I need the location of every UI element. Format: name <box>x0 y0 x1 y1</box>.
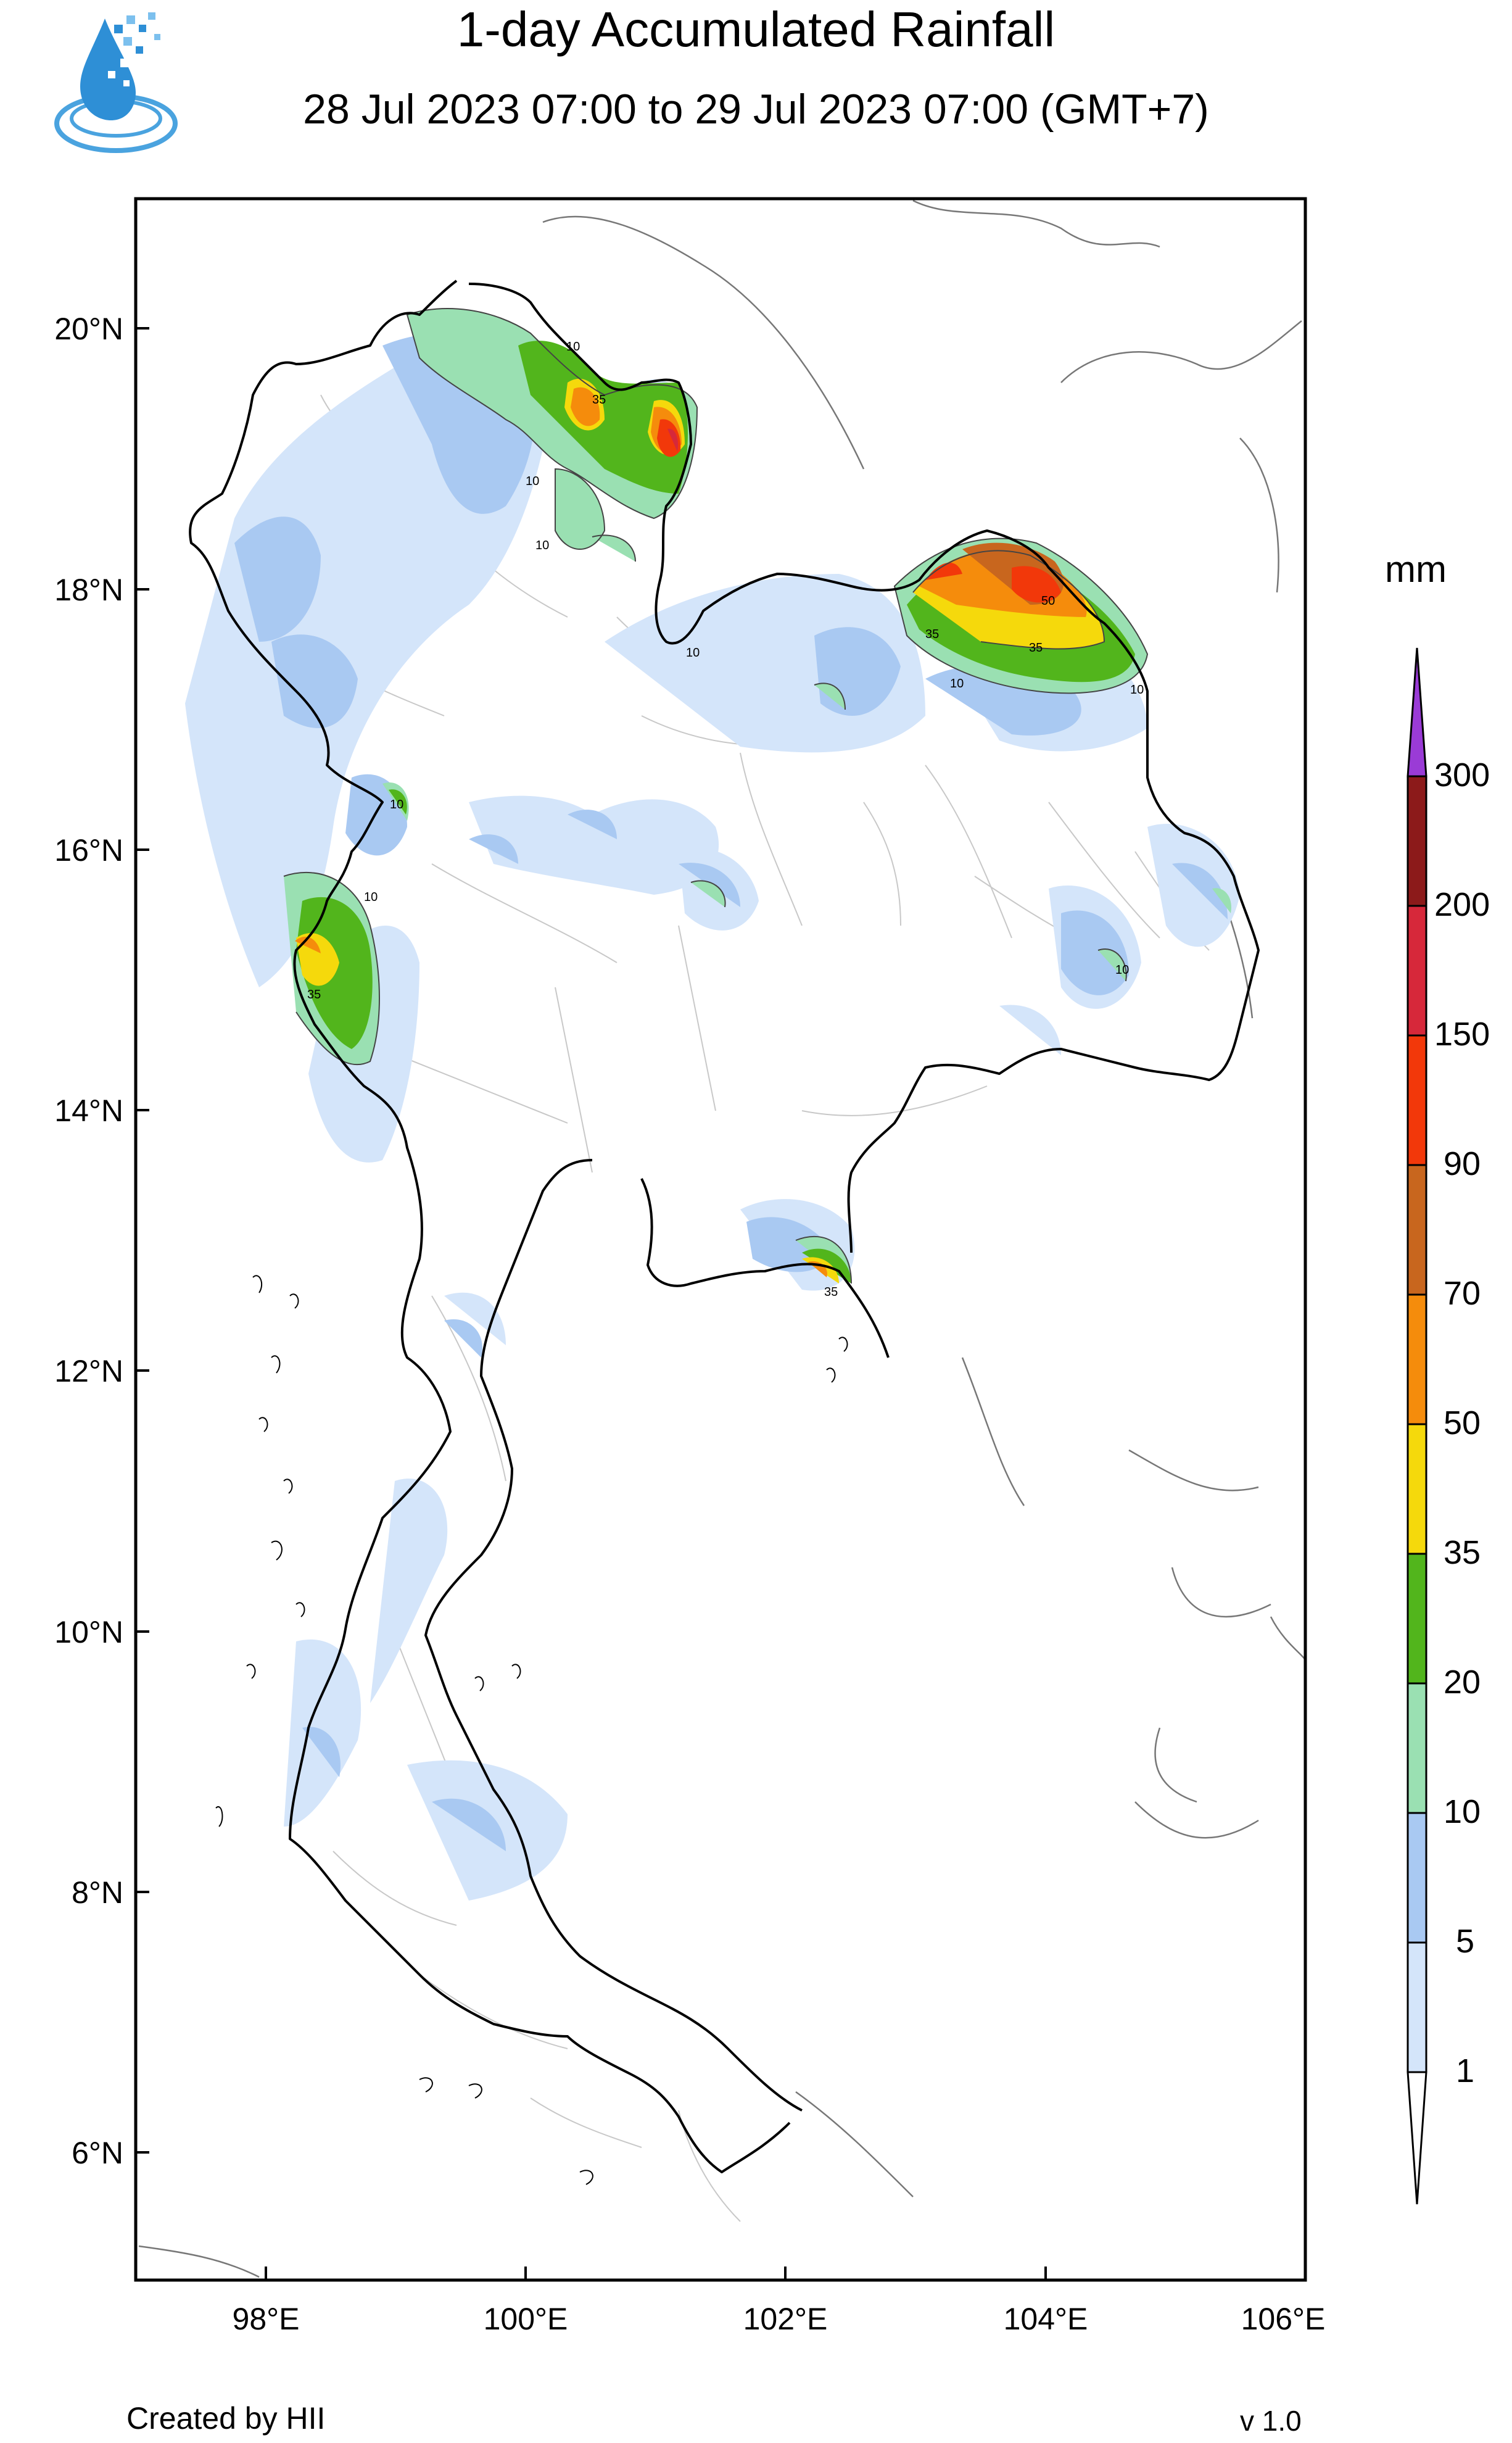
colorbar-label: 150 <box>1434 1016 1490 1053</box>
credit-text: Created by HII <box>126 2401 326 2436</box>
contour-label: 50 <box>1041 594 1055 608</box>
map-area: 10 35 10 10 10 35 50 10 35 10 10 10 35 1… <box>134 197 1307 2282</box>
colorbar-label: 10 <box>1444 1793 1481 1830</box>
lat-labels: 20°N 18°N 16°N 14°N 12°N 10°N 8°N 6°N <box>54 312 123 2170</box>
contour-label: 10 <box>526 475 539 488</box>
contour-label: 10 <box>535 539 549 552</box>
contour-label: 10 <box>1115 963 1129 977</box>
colorbar-top-arrow <box>1407 647 1427 778</box>
map-subtitle: 28 Jul 2023 07:00 to 29 Jul 2023 07:00 (… <box>303 86 1209 133</box>
coastal-islands <box>215 1275 848 2185</box>
lon-labels: 98°E 100°E 102°E 104°E 106°E <box>233 2302 1326 2336</box>
contour-label: 10 <box>566 340 580 354</box>
lat-tick-label: 10°N <box>54 1615 123 1649</box>
water-drop-logo-icon <box>54 12 178 153</box>
colorbar-bin <box>1407 1812 1427 1944</box>
lat-tick-label: 16°N <box>54 833 123 868</box>
contour-label: 10 <box>1130 683 1144 697</box>
colorbar-label: 1 <box>1456 2052 1475 2089</box>
contour-label: 35 <box>307 988 321 1002</box>
colorbar-bottom-arrow <box>1407 2071 1427 2205</box>
colorbar-label: 90 <box>1444 1145 1481 1182</box>
colorbar-bin <box>1407 1682 1427 1814</box>
map-frame <box>134 197 1307 2282</box>
axis-ticks <box>136 327 1307 2280</box>
colorbar-bin <box>1407 1293 1427 1425</box>
contour-label: 35 <box>1029 641 1043 655</box>
colorbar-label: 35 <box>1444 1534 1481 1571</box>
contour-label: 10 <box>686 646 700 660</box>
lon-tick-label: 106°E <box>1241 2302 1326 2336</box>
colorbar-label: 300 <box>1434 757 1490 794</box>
colorbar-bin <box>1407 905 1427 1037</box>
contour-labels: 10 35 10 10 10 35 50 10 35 10 10 10 35 1… <box>307 340 1144 1299</box>
map-title: 1-day Accumulated Rainfall <box>456 2 1056 57</box>
colorbar-bin <box>1407 1164 1427 1296</box>
colorbar-bin <box>1407 1423 1427 1555</box>
colorbar-bin <box>1407 1941 1427 2073</box>
contour-label: 10 <box>364 890 378 904</box>
contour-label: 35 <box>824 1285 838 1299</box>
colorbar-label: 200 <box>1434 886 1490 923</box>
colorbar <box>1407 647 1427 2205</box>
lat-tick-label: 18°N <box>54 573 123 607</box>
contour-label: 10 <box>390 798 403 811</box>
lat-tick-label: 6°N <box>72 2136 123 2170</box>
colorbar-bin <box>1407 1034 1427 1166</box>
contour-label: 35 <box>925 628 939 641</box>
lon-tick-label: 100°E <box>484 2302 568 2336</box>
lat-tick-label: 8°N <box>72 1875 123 1910</box>
thailand-outline <box>189 280 1260 2173</box>
version-text: v 1.0 <box>1240 2405 1302 2437</box>
contour-lines <box>283 308 1149 1284</box>
lon-tick-label: 104°E <box>1004 2302 1088 2336</box>
colorbar-label: 70 <box>1444 1275 1481 1312</box>
lon-tick-label: 98°E <box>233 2302 300 2336</box>
colorbar-bin <box>1407 1553 1427 1685</box>
lat-tick-label: 20°N <box>54 312 123 346</box>
contour-label: 10 <box>950 677 964 691</box>
lat-tick-label: 12°N <box>54 1354 123 1388</box>
colorbar-bin <box>1407 775 1427 907</box>
contour-label: 35 <box>592 393 606 407</box>
colorbar-label: 20 <box>1444 1664 1481 1701</box>
rainfall-shading <box>185 309 1240 1901</box>
colorbar-unit: mm <box>1385 549 1447 590</box>
lat-tick-label: 14°N <box>54 1093 123 1128</box>
lon-tick-label: 102°E <box>743 2302 828 2336</box>
colorbar-label: 50 <box>1444 1404 1481 1441</box>
colorbar-label: 5 <box>1456 1923 1475 1960</box>
